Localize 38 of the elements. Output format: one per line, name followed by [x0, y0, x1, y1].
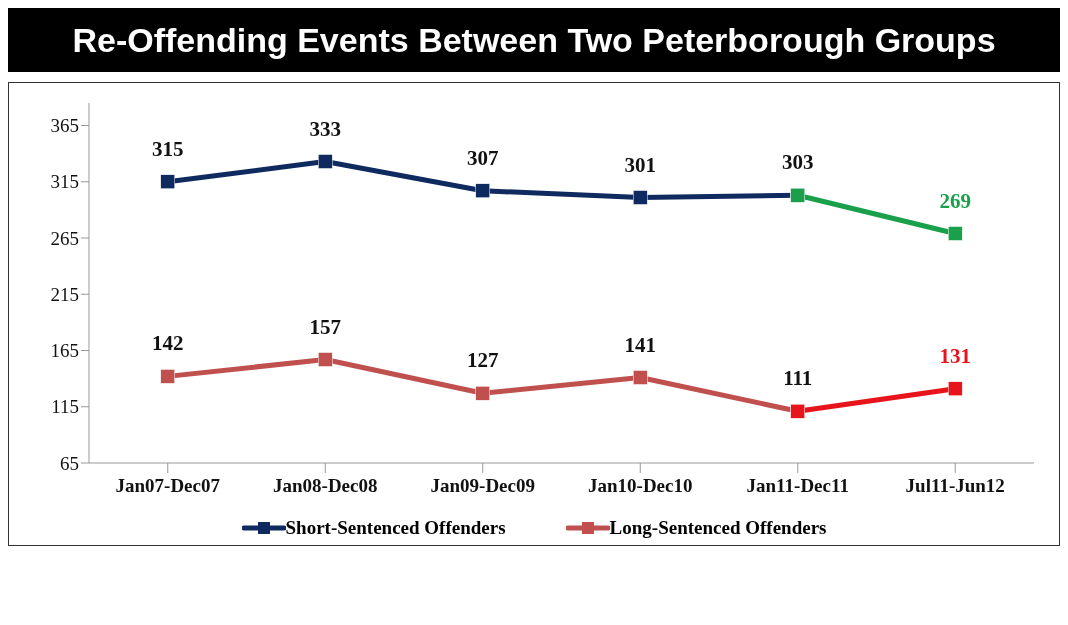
- legend-label: Long-Sentenced Offenders: [609, 517, 827, 539]
- data-label: 141: [624, 332, 656, 357]
- data-label: 315: [152, 136, 184, 161]
- y-tick-label: 215: [50, 283, 79, 305]
- y-tick-label: 265: [50, 227, 79, 249]
- x-tick-label: Jan11-Dec11: [746, 475, 849, 497]
- data-label: 127: [467, 348, 499, 373]
- point: [160, 369, 175, 384]
- y-tick-label: 165: [50, 340, 79, 362]
- data-label: 333: [309, 116, 341, 141]
- data-label: 111: [783, 366, 813, 391]
- x-tick-label: Jan09-Dec09: [430, 475, 535, 497]
- point: [160, 174, 175, 189]
- point: [948, 226, 963, 241]
- data-label: 142: [152, 331, 184, 356]
- data-label: 269: [939, 188, 971, 213]
- x-tick-label: Jan10-Dec10: [588, 475, 693, 497]
- data-label: 301: [624, 152, 656, 177]
- chart-title: Re-Offending Events Between Two Peterborough Groups: [8, 8, 1060, 72]
- point: [948, 381, 963, 396]
- legend-label: Short-Sentenced Offenders: [285, 517, 506, 539]
- data-label: 131: [939, 343, 971, 368]
- point: [475, 386, 490, 401]
- x-tick-label: Jul11-Jun12: [905, 475, 1005, 497]
- point: [633, 190, 648, 205]
- data-label: 157: [309, 314, 341, 339]
- data-label: 303: [782, 150, 814, 175]
- y-tick-label: 365: [50, 115, 79, 137]
- data-label: 307: [467, 145, 499, 170]
- x-tick-label: Jan07-Dec07: [115, 475, 221, 497]
- point: [633, 370, 648, 385]
- y-tick-label: 315: [50, 171, 79, 193]
- y-tick-label: 115: [51, 396, 79, 418]
- point: [318, 154, 333, 169]
- point: [475, 183, 490, 198]
- point: [318, 352, 333, 367]
- x-tick-label: Jan08-Dec08: [273, 475, 378, 497]
- y-tick-label: 65: [60, 452, 79, 474]
